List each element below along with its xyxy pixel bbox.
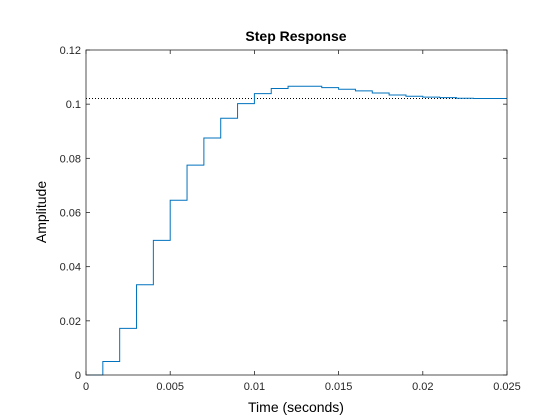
y-tick-label: 0.06 xyxy=(60,208,81,220)
x-tick-label: 0.025 xyxy=(493,381,521,393)
y-tick-label: 0.08 xyxy=(60,153,81,165)
x-tick-label: 0.015 xyxy=(325,381,353,393)
y-axis-title: Amplitude xyxy=(33,181,49,243)
chart-title: Step Response xyxy=(245,28,346,44)
y-tick-label: 0.1 xyxy=(66,99,81,111)
x-axis-title: Time (seconds) xyxy=(248,399,344,415)
x-tick-label: 0.005 xyxy=(156,381,184,393)
y-tick-label: 0 xyxy=(75,370,81,382)
y-tick-label: 0.02 xyxy=(60,316,81,328)
chart-marks xyxy=(86,85,507,376)
y-tick-label: 0.12 xyxy=(60,45,81,57)
x-tick-label: 0.02 xyxy=(412,381,433,393)
x-tick-label: 0.01 xyxy=(244,381,265,393)
plot-area xyxy=(86,50,507,375)
y-tick-label: 0.04 xyxy=(60,262,81,274)
axis-ticks: 0 0.005 0.01 0.015 0.02 0.025 0 0.02 0.04 0.06 0.0… xyxy=(60,45,521,393)
x-tick-label: 0 xyxy=(83,381,89,393)
step-response-series xyxy=(86,85,507,376)
